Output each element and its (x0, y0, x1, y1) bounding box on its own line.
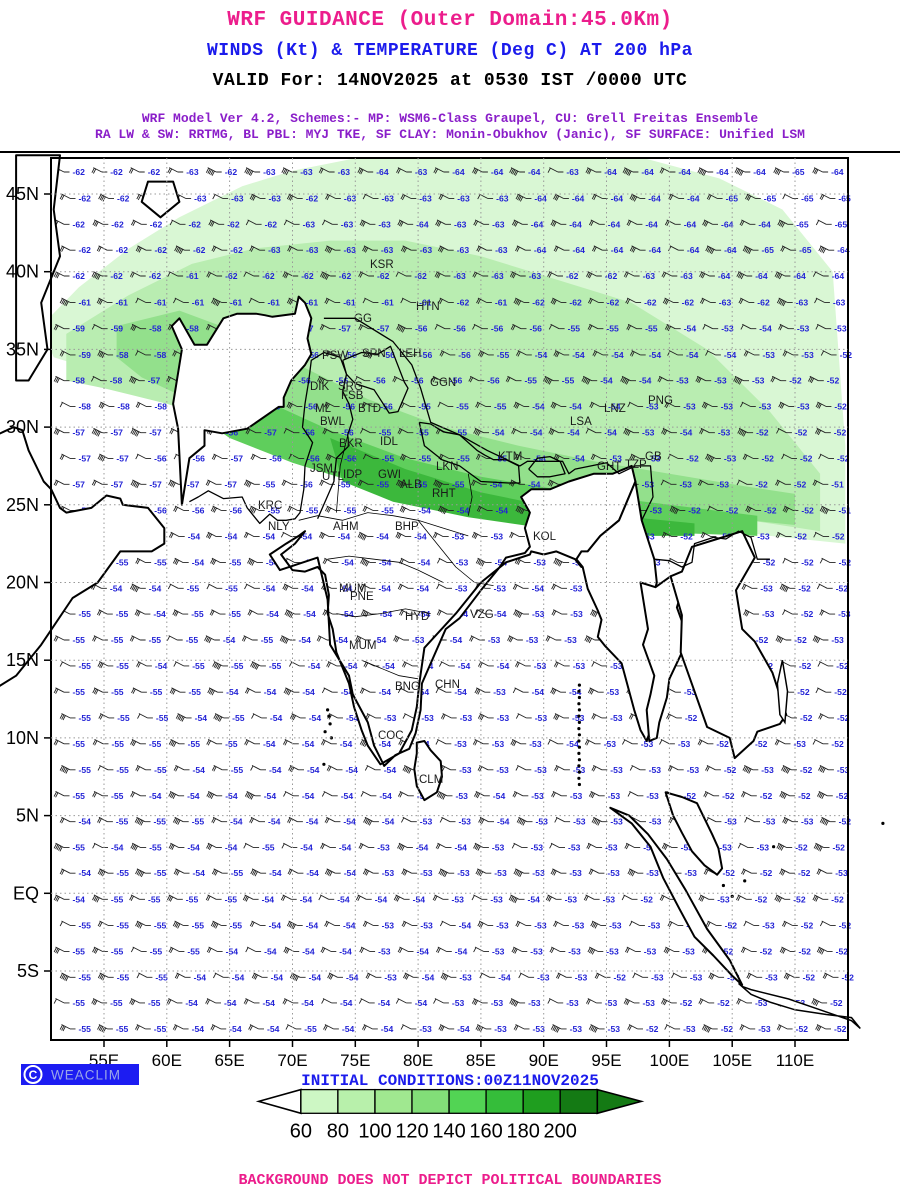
svg-text:60: 60 (290, 1120, 312, 1142)
svg-text:100: 100 (358, 1120, 391, 1142)
svg-text:120: 120 (395, 1120, 428, 1142)
svg-text:80: 80 (327, 1120, 349, 1142)
svg-text:160: 160 (469, 1120, 502, 1142)
svg-text:180: 180 (507, 1120, 540, 1142)
svg-text:200: 200 (544, 1120, 577, 1142)
svg-text:140: 140 (432, 1120, 465, 1142)
